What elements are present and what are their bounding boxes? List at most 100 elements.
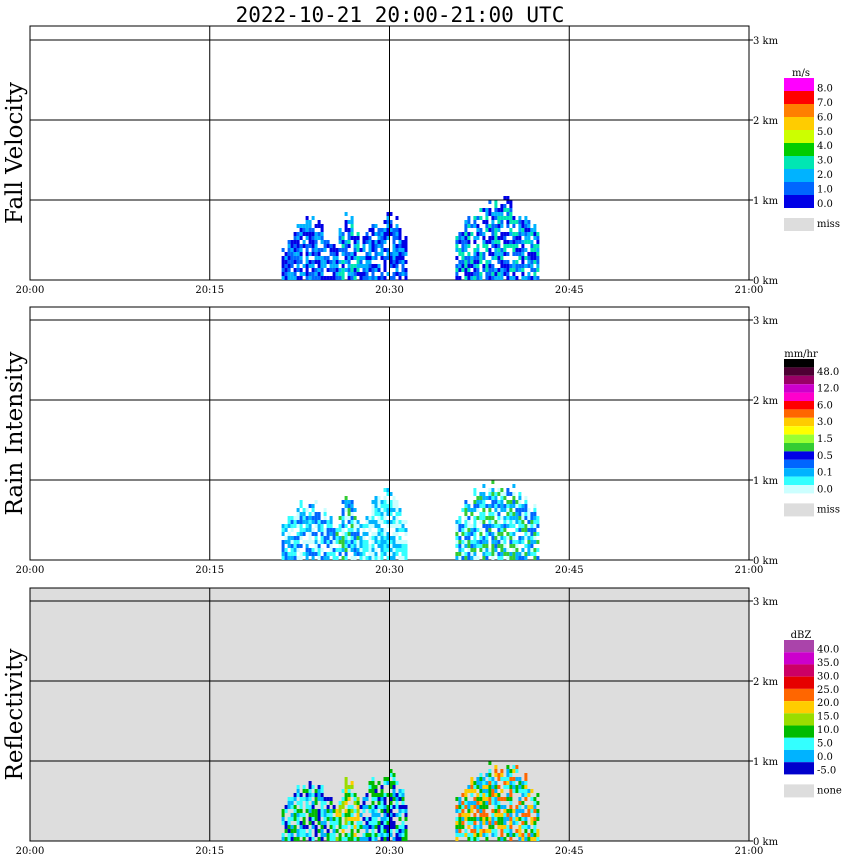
echo-cell (515, 244, 519, 248)
echo-cell (515, 512, 519, 516)
echo-cell (485, 516, 489, 520)
echo-cell (356, 813, 360, 817)
echo-cell (488, 236, 492, 240)
echo-cell (302, 797, 306, 801)
echo-cell (356, 801, 360, 805)
echo-cell (377, 232, 381, 236)
echo-cell (380, 244, 384, 248)
colorbar-label: 48.0 (817, 367, 839, 378)
echo-cell (311, 236, 315, 240)
echo-cell (506, 524, 510, 528)
echo-cell (377, 829, 381, 833)
x-tick-label: 20:30 (375, 565, 404, 576)
echo-cell (524, 276, 528, 280)
echo-cell (377, 228, 381, 232)
echo-cell (323, 532, 327, 536)
echo-cell (500, 504, 504, 508)
echo-cell (305, 793, 309, 797)
echo-cell (344, 496, 348, 500)
echo-cell (332, 248, 336, 252)
echo-cell (536, 260, 540, 264)
echo-cell (494, 500, 498, 504)
echo-cell (341, 520, 345, 524)
echo-cell (350, 508, 354, 512)
echo-cell (356, 520, 360, 524)
echo-cell (512, 276, 516, 280)
echo-cell (314, 813, 318, 817)
echo-cell (317, 789, 321, 793)
echo-cell (350, 500, 354, 504)
echo-cell (503, 540, 507, 544)
echo-cell (353, 536, 357, 540)
echo-cell (509, 821, 513, 825)
echo-cell (329, 544, 333, 548)
echo-cell (350, 556, 354, 560)
echo-cell (293, 240, 297, 244)
echo-cell (389, 500, 393, 504)
echo-cell (467, 220, 471, 224)
echo-cell (464, 256, 468, 260)
echo-cell (527, 833, 531, 837)
echo-cell (296, 544, 300, 548)
echo-cell (383, 805, 387, 809)
colorbar-label: 8.0 (817, 83, 833, 94)
echo-cell (299, 813, 303, 817)
echo-cell (479, 785, 483, 789)
echo-cell (371, 789, 375, 793)
echo-cell (329, 248, 333, 252)
echo-cell (320, 224, 324, 228)
echo-cell (323, 264, 327, 268)
echo-cell (500, 492, 504, 496)
y-tick-label: 2 km (753, 116, 779, 127)
echo-cell (305, 544, 309, 548)
echo-cell (536, 548, 540, 552)
echo-cell (281, 532, 285, 536)
echo-cell (341, 829, 345, 833)
echo-cell (392, 825, 396, 829)
echo-cell (335, 256, 339, 260)
echo-cell (284, 268, 288, 272)
echo-cell (395, 256, 399, 260)
echo-cell (371, 520, 375, 524)
echo-cell (473, 252, 477, 256)
echo-cell (530, 805, 534, 809)
echo-cell (482, 220, 486, 224)
echo-cell (533, 548, 537, 552)
echo-cell (515, 264, 519, 268)
echo-cell (335, 829, 339, 833)
echo-cell (287, 260, 291, 264)
echo-cell (485, 556, 489, 560)
echo-cell (512, 248, 516, 252)
echo-cell (401, 252, 405, 256)
echo-cell (371, 504, 375, 508)
echo-cell (533, 528, 537, 532)
echo-cell (512, 224, 516, 228)
echo-cell (521, 789, 525, 793)
echo-cell (308, 548, 312, 552)
echo-cell (455, 244, 459, 248)
echo-cell (518, 256, 522, 260)
echo-cell (518, 817, 522, 821)
echo-cell (488, 552, 492, 556)
echo-cell (398, 837, 402, 841)
panel-ylabel: Rain Intensity (2, 351, 28, 515)
echo-cell (380, 825, 384, 829)
echo-cell (341, 276, 345, 280)
echo-cell (488, 264, 492, 268)
echo-cell (500, 212, 504, 216)
echo-cell (293, 829, 297, 833)
echo-cell (404, 805, 408, 809)
echo-cell (476, 216, 480, 220)
echo-cell (365, 817, 369, 821)
echo-cell (344, 500, 348, 504)
y-tick-label: 1 km (753, 757, 779, 768)
colorbar-label: 5.0 (817, 739, 833, 750)
echo-cell (494, 492, 498, 496)
echo-cell (506, 196, 510, 200)
echo-cell (308, 793, 312, 797)
echo-cell (296, 256, 300, 260)
echo-cell (386, 536, 390, 540)
echo-cell (512, 496, 516, 500)
echo-cell (395, 228, 399, 232)
echo-cell (329, 801, 333, 805)
